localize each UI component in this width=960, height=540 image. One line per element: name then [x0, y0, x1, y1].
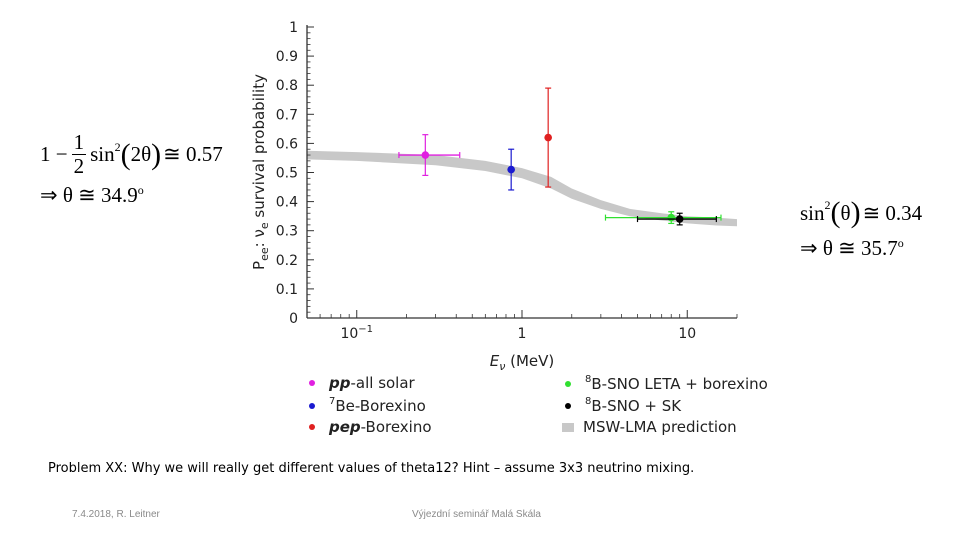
legend-marker — [565, 402, 571, 409]
data-point-2 — [507, 148, 515, 191]
left-theta-result: θ ≅ 34.9 — [62, 183, 138, 207]
y-tick-label: 0.6 — [276, 136, 298, 152]
fraction-numerator: 1 — [71, 130, 87, 155]
legend-label: 7Be-Borexino — [329, 396, 426, 415]
left-implies: ⇒ — [40, 183, 58, 207]
y-tick-label: 0.1 — [276, 282, 298, 298]
data-marker — [544, 133, 552, 142]
y-tick-label: 0.5 — [276, 166, 298, 182]
left-formula-line1: 1 − 1 2 sin 2 (2θ) ≅ 0.57 — [40, 130, 223, 178]
left-formula-fraction: 1 2 — [71, 130, 87, 178]
y-axis-label: Pee: νe survival probability — [250, 74, 271, 270]
right-formula: sin 2 (θ) ≅ 0.34 ⇒ θ ≅ 35.7o — [800, 196, 922, 261]
right-formula-line1: sin 2 (θ) ≅ 0.34 — [800, 196, 923, 229]
y-tick-label: 0.9 — [276, 49, 298, 65]
left-formula-prefix: 1 − — [40, 142, 68, 166]
legend-marker — [562, 422, 574, 432]
legend-label: 8B-SNO LETA + borexino — [585, 374, 768, 393]
right-formula-arg: θ — [840, 200, 851, 225]
legend-label: 8B-SNO + SK — [585, 396, 682, 415]
right-formula-line2: ⇒ θ ≅ 35.7o — [800, 236, 922, 261]
y-tick-label: 0.8 — [276, 78, 298, 94]
legend-marker — [309, 380, 315, 386]
x-axis-label: Eν (MeV) — [490, 352, 555, 373]
legend-label: MSW-LMA prediction — [583, 418, 737, 436]
right-formula-func: sin — [800, 200, 825, 225]
footer-date-author: 7.4.2018, R. Leitner — [72, 509, 160, 520]
x-tick-label: 10 — [678, 326, 696, 342]
left-formula-arg: 2θ — [130, 142, 152, 166]
data-point-1 — [398, 134, 461, 177]
left-formula-approx: ≅ 0.57 — [163, 142, 223, 166]
right-formula-exp: 2 — [824, 198, 831, 212]
legend-item-pp: pp-all solar — [309, 374, 415, 392]
left-formula-line2: ⇒ θ ≅ 34.9o — [40, 183, 223, 208]
data-marker — [675, 215, 684, 223]
right-theta-result: θ ≅ 35.7 — [822, 236, 898, 260]
legend-item-be7: 7Be-Borexino — [309, 396, 426, 415]
legend-marker — [565, 380, 571, 387]
data-marker — [507, 165, 515, 174]
legend-label: pp-all solar — [329, 374, 415, 392]
legend-label: pep-Borexino — [329, 418, 432, 436]
left-formula-exp: 2 — [114, 140, 121, 154]
legend-marker — [309, 402, 315, 409]
footer-seminar: Výjezdní seminář Malá Skála — [412, 509, 541, 520]
left-formula: 1 − 1 2 sin 2 (2θ) ≅ 0.57 ⇒ θ ≅ 34.9o — [40, 132, 223, 208]
x-tick-label: 10−1 — [340, 324, 373, 342]
y-tick-label: 1 — [289, 20, 298, 36]
legend-item-b8leta: 8B-SNO LETA + borexino — [565, 374, 768, 393]
data-marker — [421, 151, 430, 159]
right-implies: ⇒ — [800, 236, 818, 260]
y-tick-label: 0.4 — [276, 195, 298, 211]
left-formula-func: sin — [90, 142, 115, 166]
fraction-denominator: 2 — [73, 154, 85, 178]
data-marker — [667, 213, 676, 222]
legend-item-msw: MSW-LMA prediction — [562, 418, 737, 436]
y-tick-label: 0.7 — [276, 107, 298, 123]
right-degree: o — [897, 236, 904, 250]
legend-marker — [309, 424, 315, 430]
y-tick-label: 0.2 — [276, 253, 298, 269]
data-point-5 — [636, 212, 717, 226]
right-formula-approx: ≅ 0.34 — [862, 200, 923, 225]
data-point-3 — [544, 87, 552, 188]
legend-item-b8sk: 8B-SNO + SK — [565, 396, 681, 415]
y-tick-label: 0.3 — [276, 224, 298, 240]
problem-note: Problem XX: Why we will really get diffe… — [48, 461, 695, 476]
x-tick-label: 1 — [518, 326, 527, 342]
left-degree: o — [137, 183, 144, 197]
y-tick-label: 0 — [289, 311, 298, 327]
legend-item-pep: pep-Borexino — [309, 418, 432, 436]
